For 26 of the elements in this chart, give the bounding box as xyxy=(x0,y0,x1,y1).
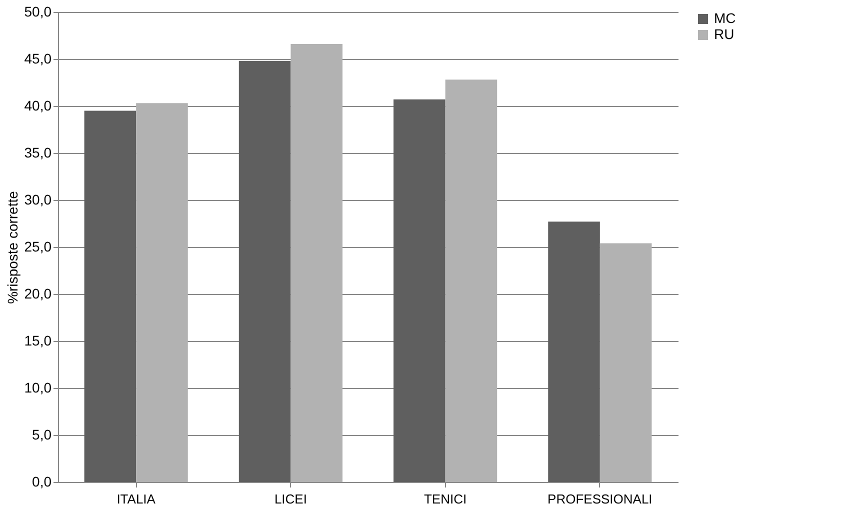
y-tick-label: 25,0 xyxy=(24,238,52,254)
y-tick-label: 15,0 xyxy=(24,332,52,348)
x-tick-label: PROFESSIONALI xyxy=(548,492,652,506)
bar xyxy=(445,80,498,482)
y-tick-label: 40,0 xyxy=(24,98,52,114)
bar xyxy=(136,103,188,482)
bar xyxy=(238,60,291,482)
y-tick-label: 0,0 xyxy=(32,474,52,490)
bar xyxy=(290,44,342,482)
y-axis-title: %risposte corrette xyxy=(4,190,20,304)
bar xyxy=(600,243,652,482)
bar xyxy=(84,110,136,482)
legend-label: MC xyxy=(714,10,736,26)
y-tick-label: 45,0 xyxy=(24,50,52,66)
x-tick-label: ITALIA xyxy=(116,492,156,506)
y-tick-label: 50,0 xyxy=(24,4,52,20)
y-tick-label: 20,0 xyxy=(24,286,52,302)
y-tick-label: 30,0 xyxy=(24,192,52,208)
bar xyxy=(548,222,600,482)
x-tick-label: TENICI xyxy=(424,492,467,506)
legend-label: RU xyxy=(714,26,734,42)
y-tick-label: 5,0 xyxy=(32,426,52,442)
bar xyxy=(394,99,446,482)
y-tick-label: 35,0 xyxy=(24,144,52,160)
x-tick-label: LICEI xyxy=(274,492,307,506)
y-tick-label: 10,0 xyxy=(24,380,52,396)
